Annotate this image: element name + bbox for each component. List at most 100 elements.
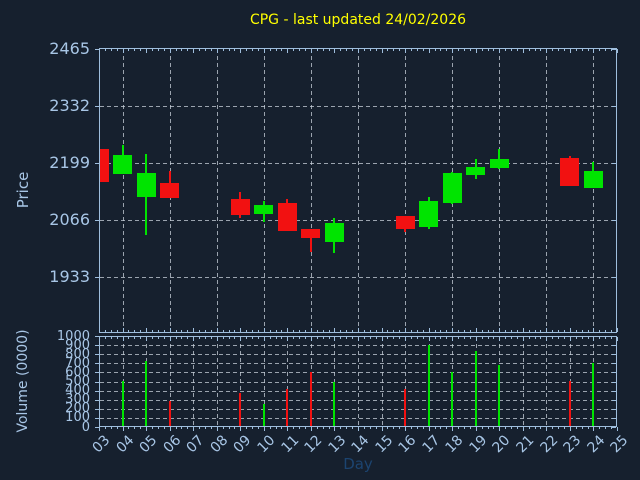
tick-mark [375,330,377,332]
candle-body [277,203,297,232]
day-tick-label: 19 [466,432,491,457]
tick-mark [228,427,230,429]
tick-mark [581,427,583,429]
day-tick-label: 22 [537,432,561,457]
tick-mark [157,427,159,429]
tick-mark [287,337,289,341]
tick-mark [181,337,183,339]
tick-mark [575,330,577,332]
tick-mark [611,49,613,51]
candle-body [136,173,156,198]
tick-mark [393,337,395,339]
tick-mark [210,337,212,339]
tick-mark [617,427,618,431]
price-tick-label: 2199 [49,153,90,173]
tick-mark [469,330,471,332]
tick-mark [540,49,542,51]
tick-mark [505,330,507,332]
tick-mark [452,328,454,332]
price-tick-label: 2465 [49,39,90,59]
tick-mark [617,337,618,341]
tick-mark [169,49,171,53]
day-gridline [193,337,195,426]
tick-mark [316,330,318,332]
tick-mark [587,49,589,51]
tick-mark [593,328,595,332]
tick-mark [487,49,489,51]
volume-bar [333,381,336,426]
tick-mark [99,49,100,53]
tick-mark [405,337,407,341]
volume-bar [168,401,171,426]
day-gridline [216,337,218,426]
tick-mark [163,49,165,51]
tick-mark [499,337,501,341]
tick-mark [210,330,212,332]
tick-mark [605,49,607,51]
tick-mark [405,328,407,332]
tick-mark [481,427,483,429]
volume-bar [404,388,407,426]
tick-mark [95,363,99,365]
tick-mark [210,49,212,51]
candle-body [100,149,109,182]
tick-mark [310,337,312,341]
tick-mark [128,49,130,51]
x-axis-label: Day [343,455,373,473]
tick-mark [434,337,436,339]
tick-mark [175,427,177,429]
volume-tick-label: 300 [65,392,90,408]
tick-mark [599,337,601,339]
tick-mark [293,330,295,332]
tick-mark [469,337,471,339]
day-gridline [216,49,218,332]
tick-mark [516,330,518,332]
tick-mark [493,49,495,51]
day-gridline [358,49,359,332]
tick-mark [181,330,183,332]
tick-mark [334,337,336,341]
tick-mark [234,427,236,429]
volume-bar [498,364,501,426]
tick-mark [416,330,418,332]
day-gridline [546,49,548,332]
tick-mark [328,337,330,339]
tick-mark [399,427,401,429]
tick-mark [499,328,501,332]
tick-mark [122,427,124,431]
tick-mark [612,363,616,365]
candle-body [301,228,321,238]
tick-mark [369,427,371,429]
tick-mark [352,427,354,429]
tick-mark [405,49,407,53]
tick-mark [522,49,524,53]
tick-mark [146,328,148,332]
tick-mark [481,337,483,339]
tick-mark [434,427,436,429]
volume-tick-label: 500 [65,374,90,389]
volume-bar [145,361,148,426]
tick-mark [599,330,601,332]
tick-mark [422,427,424,429]
volume-tick-label: 400 [65,383,90,399]
tick-mark [134,49,136,51]
day-tick-label: 05 [136,432,161,457]
tick-mark [552,330,554,332]
tick-mark [575,427,577,429]
tick-mark [405,427,407,431]
tick-mark [246,49,248,51]
tick-mark [222,49,224,51]
day-tick-label: 18 [442,432,467,457]
tick-mark [216,427,218,431]
tick-mark [569,427,571,431]
tick-mark [612,49,616,51]
tick-mark [228,49,230,51]
tick-mark [199,427,201,429]
tick-mark [310,49,312,53]
tick-mark [363,49,365,51]
tick-mark [128,427,130,429]
tick-mark [204,49,206,51]
tick-mark [281,49,283,51]
tick-mark [334,328,336,332]
volume-panel [99,336,617,427]
